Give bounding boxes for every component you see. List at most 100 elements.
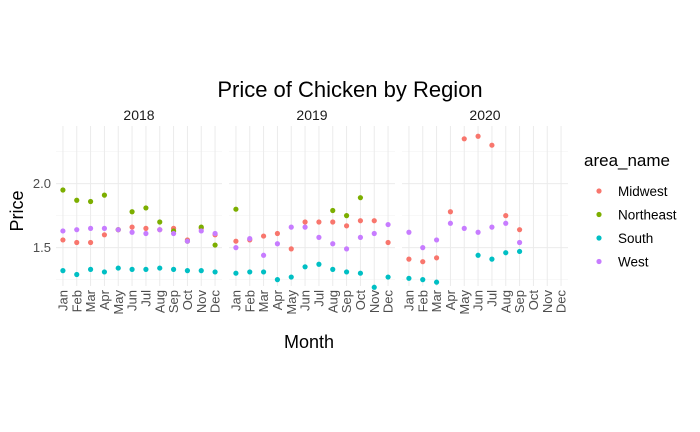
point-south	[371, 284, 377, 290]
legend-key	[596, 258, 602, 265]
point-west	[316, 234, 322, 240]
legend-item-northeast: Northeast	[596, 208, 677, 223]
legend-label: Northeast	[618, 208, 677, 223]
x-tick-label: Mar	[256, 289, 271, 312]
point-midwest	[274, 230, 281, 237]
point-south	[433, 279, 440, 285]
legend: area_name Midwest Northeast South West	[584, 151, 677, 270]
point-south	[87, 266, 94, 272]
x-tick-label: Feb	[242, 290, 257, 312]
point-south	[475, 252, 481, 258]
x-tick-label: Nov	[540, 290, 555, 314]
point-south	[60, 268, 66, 274]
point-west	[371, 230, 377, 237]
legend-item-west: West	[596, 255, 649, 270]
legend-title: area_name	[584, 151, 670, 170]
x-tick-label: Mar	[429, 289, 444, 312]
point-west	[447, 220, 454, 226]
x-tick-label: Dec	[554, 290, 569, 314]
point-west	[74, 227, 80, 233]
point-south	[233, 270, 239, 276]
point-northeast	[101, 192, 108, 198]
point-south	[247, 269, 253, 275]
point-south	[516, 248, 523, 255]
legend-label: South	[618, 231, 653, 246]
point-midwest	[461, 136, 467, 142]
point-midwest	[385, 239, 391, 246]
point-midwest	[433, 255, 440, 261]
point-south	[330, 266, 336, 272]
x-tick-label: Aug	[152, 290, 167, 313]
point-northeast	[357, 195, 364, 201]
x-tick-label: Jul	[138, 290, 153, 307]
point-northeast	[87, 198, 94, 205]
point-south	[212, 269, 218, 275]
x-tick-label: Sep	[339, 290, 354, 313]
point-west	[212, 230, 218, 237]
point-south	[406, 275, 412, 281]
x-tick-label: Sep	[166, 290, 181, 313]
point-west	[157, 227, 163, 233]
point-south	[184, 268, 191, 274]
point-west	[489, 224, 495, 230]
grid	[56, 126, 222, 286]
x-tick-label: Jan	[228, 290, 243, 311]
point-northeast	[74, 197, 80, 203]
point-west	[233, 245, 239, 251]
point-midwest	[260, 233, 267, 239]
legend-key	[596, 188, 602, 194]
point-west	[461, 225, 467, 231]
point-south	[385, 274, 391, 280]
x-tick-label: Aug	[325, 290, 340, 313]
point-midwest	[516, 227, 523, 233]
legend-key	[596, 211, 602, 218]
point-midwest	[489, 142, 495, 148]
point-south	[343, 269, 350, 275]
points	[406, 133, 523, 285]
chart-title: Price of Chicken by Region	[217, 77, 482, 102]
x-tick-label: Feb	[69, 290, 84, 312]
point-west	[60, 228, 66, 234]
point-south	[357, 270, 364, 276]
point-south	[316, 261, 322, 267]
legend-label: West	[618, 255, 649, 270]
point-west	[343, 246, 350, 252]
point-west	[198, 228, 204, 234]
x-tick-label: Jun	[298, 290, 313, 311]
point-west	[274, 241, 281, 247]
point-west	[385, 221, 391, 228]
legend-label: Midwest	[618, 184, 668, 199]
point-south	[420, 277, 426, 283]
point-west	[516, 239, 523, 246]
point-midwest	[343, 223, 350, 229]
point-west	[247, 236, 253, 242]
x-tick-label: Dec	[208, 290, 223, 314]
point-south	[503, 250, 509, 256]
facet-label: 2020	[469, 107, 500, 123]
point-midwest	[74, 239, 80, 246]
facet-panels: 2018JanFebMarAprMayJunJulAugSepOctNovDec…	[55, 107, 568, 315]
point-west	[330, 241, 336, 247]
point-south	[101, 269, 108, 275]
x-tick-label: Nov	[194, 290, 209, 314]
point-west	[475, 229, 481, 235]
legend-item-midwest: Midwest	[596, 184, 668, 199]
point-west	[101, 225, 108, 231]
point-south	[170, 266, 177, 272]
point-south	[74, 271, 80, 278]
point-south	[302, 264, 308, 270]
x-tick-label: Feb	[415, 290, 430, 312]
point-west	[87, 225, 94, 231]
point-northeast	[233, 206, 239, 212]
point-midwest	[87, 239, 94, 246]
point-northeast	[129, 209, 135, 215]
x-tick-label: Apr	[443, 289, 458, 310]
point-northeast	[143, 205, 149, 211]
point-northeast	[330, 207, 336, 214]
point-south	[274, 277, 281, 283]
point-midwest	[143, 225, 149, 231]
x-tick-label: Apr	[270, 289, 285, 310]
x-tick-label: Jul	[484, 290, 499, 307]
